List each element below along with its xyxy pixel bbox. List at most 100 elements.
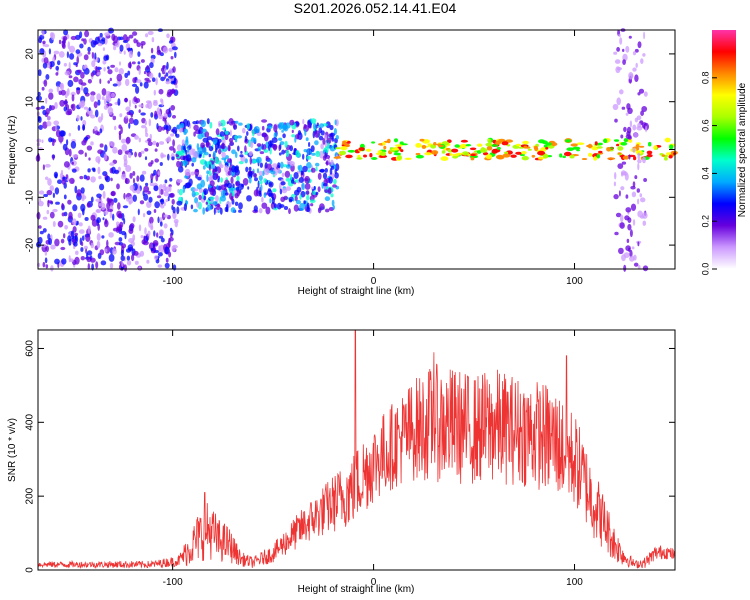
spectrogram-cell xyxy=(170,105,176,111)
spectrogram-cell xyxy=(108,27,114,34)
spectrogram-cell xyxy=(95,156,101,163)
spectrogram-cell xyxy=(90,214,96,221)
spectrogram-cell xyxy=(133,38,137,44)
spectrogram-cell xyxy=(113,35,118,44)
spectrogram-cell xyxy=(168,251,172,258)
spectrogram-cell xyxy=(540,147,547,152)
spectrogram-cell xyxy=(139,250,145,257)
spectrogram-cell xyxy=(86,202,91,208)
spectrogram-cell xyxy=(42,216,48,220)
spectrogram-cell xyxy=(581,158,588,160)
spectrogram-cell xyxy=(289,173,293,182)
spectrogram-cell xyxy=(643,178,647,182)
spectrogram-cell xyxy=(90,40,97,48)
spectrogram-cell xyxy=(261,143,264,150)
spectrogram-cell xyxy=(48,48,52,55)
spectrogram-cell xyxy=(109,162,115,166)
spectrogram-cell xyxy=(157,195,162,199)
spectrogram-cell xyxy=(588,152,593,157)
spectrogram-cell xyxy=(162,65,166,69)
colorbar-gradient xyxy=(712,30,736,269)
spectrogram-cell xyxy=(240,156,246,162)
spectrogram-cell xyxy=(137,61,141,65)
spectrogram-cell xyxy=(165,72,169,77)
spectrogram-cell xyxy=(185,154,192,162)
spectrogram-cell xyxy=(96,93,102,101)
spectrogram-cell xyxy=(270,192,274,199)
spectrogram-cell xyxy=(172,126,178,134)
spectrogram-cell xyxy=(38,37,42,44)
spectrogram-cell xyxy=(176,206,180,215)
spectrogram-ytick-label: 0 xyxy=(25,146,36,152)
spectrogram-cell xyxy=(198,194,202,201)
spectrogram-cell xyxy=(83,67,90,75)
spectrogram-cell xyxy=(108,232,114,238)
spectrogram-cell xyxy=(258,170,263,176)
spectrogram-cell xyxy=(258,208,263,214)
spectrogram-cell xyxy=(280,161,284,169)
spectrogram-cell xyxy=(163,201,166,207)
spectrogram-cell xyxy=(79,43,84,49)
spectrogram-cell xyxy=(119,61,121,66)
spectrogram-cell xyxy=(123,218,126,225)
spectrogram-cell xyxy=(212,168,216,175)
spectrogram-cell xyxy=(152,140,157,146)
spectrogram-cell xyxy=(306,194,310,201)
spectrogram-cell xyxy=(104,218,108,225)
spectrogram-cell xyxy=(58,51,65,58)
spectrogram-cell xyxy=(488,138,492,144)
spectrogram-cell xyxy=(125,115,129,119)
spectrogram-cell xyxy=(190,171,195,176)
snr-xtick-label: 0 xyxy=(371,577,377,588)
spectrogram-cell xyxy=(123,97,129,103)
spectrogram-cell xyxy=(397,155,402,160)
spectrogram-cell xyxy=(114,169,120,174)
spectrogram-cell xyxy=(309,199,316,203)
spectrogram-cell xyxy=(176,144,182,152)
spectrogram-cell xyxy=(145,100,152,104)
spectrogram-cell xyxy=(158,184,164,190)
spectrogram-cell xyxy=(263,178,267,184)
spectrogram-cell xyxy=(269,140,272,148)
spectrogram-cell xyxy=(521,156,529,161)
spectrogram-cell xyxy=(632,219,636,226)
spectrogram-cell xyxy=(96,233,101,241)
spectrogram-cell xyxy=(106,201,111,210)
spectrogram-cell xyxy=(157,171,161,176)
spectrogram-cell xyxy=(258,180,263,185)
spectrogram-cell xyxy=(460,139,468,143)
spectrogram-cell xyxy=(334,172,339,179)
spectrogram-cell xyxy=(256,143,262,147)
spectrogram-cell xyxy=(103,67,106,72)
spectrogram-cell xyxy=(131,254,135,262)
spectrogram-cell xyxy=(62,143,68,151)
spectrogram-cell xyxy=(168,47,173,52)
spectrogram-cell xyxy=(331,199,335,207)
spectrogram-cell xyxy=(48,92,54,100)
spectrogram-cell xyxy=(265,206,271,215)
spectrogram-cell xyxy=(41,29,45,37)
spectrogram-cell xyxy=(176,179,183,183)
spectrogram-cell xyxy=(150,112,154,118)
spectrogram-cell xyxy=(116,73,123,82)
spectrogram-cell xyxy=(171,198,175,205)
spectrogram-cell xyxy=(289,161,295,167)
spectrogram-cell xyxy=(59,83,63,89)
spectrogram-cell xyxy=(184,168,191,177)
spectrogram-cell xyxy=(96,209,100,213)
spectrogram-cell xyxy=(139,82,143,87)
spectrogram-cell xyxy=(81,140,87,146)
spectrogram-cell xyxy=(642,220,647,226)
spectrogram-cell xyxy=(37,262,41,268)
spectrogram-cell xyxy=(236,175,240,182)
spectrogram-cell xyxy=(176,124,181,130)
spectrogram-cell xyxy=(99,143,104,148)
spectrogram-cell xyxy=(118,213,123,219)
spectrogram-cell xyxy=(122,34,128,42)
spectrogram-cell xyxy=(138,137,141,143)
spectrogram-cell xyxy=(248,170,253,178)
snr-series-line xyxy=(37,329,676,570)
spectrogram-cell xyxy=(217,120,222,128)
spectrogram-cell xyxy=(70,141,77,149)
spectrogram-cell xyxy=(347,149,356,153)
